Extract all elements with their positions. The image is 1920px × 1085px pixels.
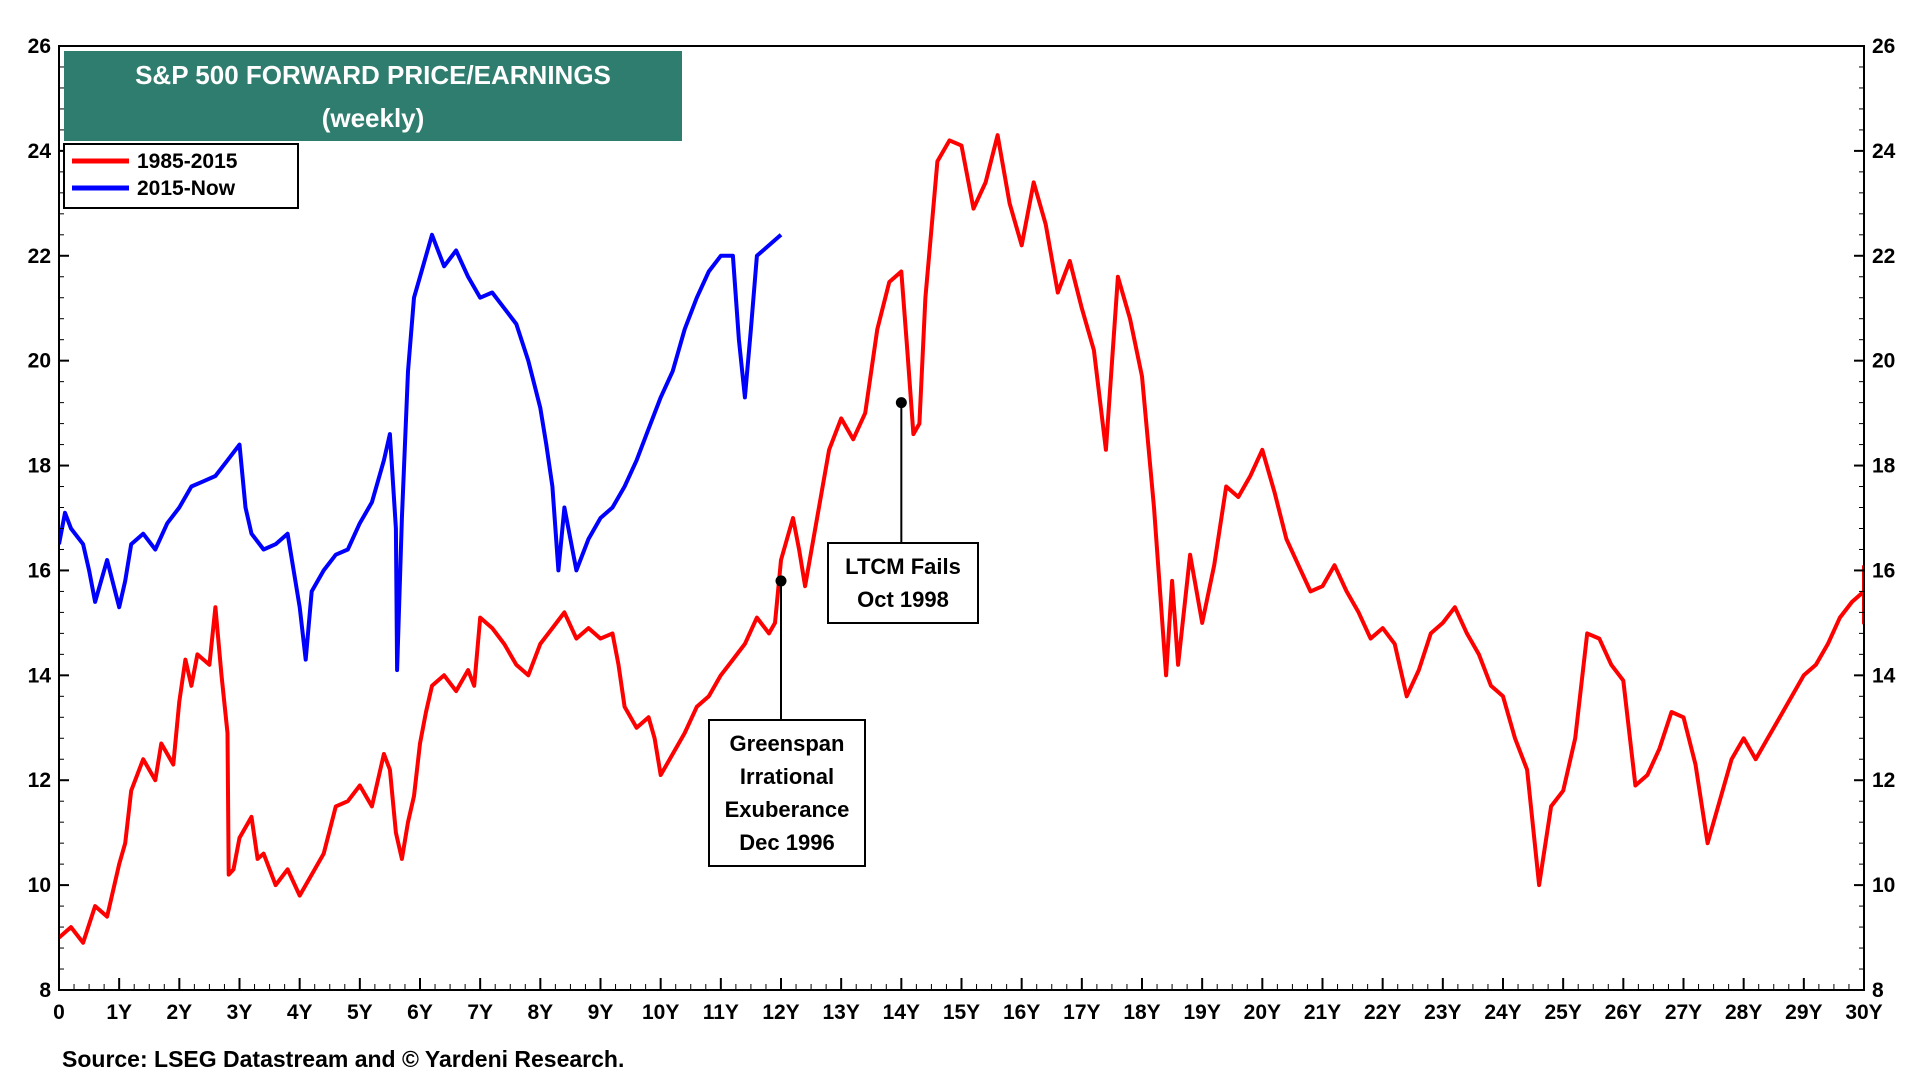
x-tick-label: 1Y — [106, 1001, 132, 1024]
annotation-text: Dec 1996 — [739, 830, 834, 855]
x-tick-label: 29Y — [1785, 1001, 1822, 1024]
annotation-dot — [895, 397, 907, 409]
x-tick-label: 8Y — [527, 1001, 553, 1024]
annotation-text: Exuberance — [725, 797, 850, 822]
y-tick-label-right: 12 — [1872, 769, 1895, 792]
chart-title: S&P 500 FORWARD PRICE/EARNINGS — [135, 60, 611, 90]
y-tick-label-left: 8 — [39, 979, 51, 1002]
x-tick-label: 27Y — [1665, 1001, 1702, 1024]
y-tick-label-left: 24 — [28, 140, 52, 163]
annotation-box — [708, 719, 866, 867]
x-tick-label: 13Y — [822, 1001, 859, 1024]
annotation-text: Oct 1998 — [857, 587, 949, 612]
y-tick-label-left: 12 — [28, 769, 51, 792]
x-tick-label: 15Y — [943, 1001, 980, 1024]
x-tick-label: 21Y — [1304, 1001, 1341, 1024]
y-tick-label-left: 22 — [28, 245, 51, 268]
x-tick-label: 10Y — [642, 1001, 679, 1024]
x-tick-label: 23Y — [1424, 1001, 1461, 1024]
x-tick-label: 12Y — [762, 1001, 799, 1024]
title-box — [64, 51, 682, 141]
plot-frame — [58, 45, 1865, 991]
x-tick-label: 9Y — [588, 1001, 614, 1024]
x-tick-label: 30Y — [1845, 1001, 1882, 1024]
x-tick-label: 20Y — [1244, 1001, 1281, 1024]
y-tick-label-left: 14 — [28, 664, 52, 687]
x-tick-label: 16Y — [1003, 1001, 1040, 1024]
annotation-dot — [775, 575, 787, 587]
y-tick-label-right: 10 — [1872, 874, 1895, 897]
chart-subtitle: (weekly) — [322, 103, 425, 133]
y-tick-label-right: 24 — [1872, 140, 1896, 163]
y-tick-label-left: 16 — [28, 559, 51, 582]
y-tick-label-right: 14 — [1872, 664, 1896, 687]
x-tick-label: 22Y — [1364, 1001, 1401, 1024]
x-tick-label: 24Y — [1484, 1001, 1521, 1024]
x-tick-label: 11Y — [703, 1001, 739, 1024]
x-tick-label: 6Y — [407, 1001, 433, 1024]
y-tick-label-right: 26 — [1872, 35, 1895, 58]
y-tick-label-right: 20 — [1872, 350, 1895, 373]
y-tick-label-left: 18 — [28, 455, 52, 478]
annotation-box — [827, 542, 979, 624]
y-tick-label-left: 10 — [28, 874, 51, 897]
x-tick-label: 7Y — [467, 1001, 493, 1024]
x-tick-label: 3Y — [227, 1001, 253, 1024]
y-tick-label-right: 8 — [1872, 979, 1884, 1002]
x-tick-label: 28Y — [1725, 1001, 1762, 1024]
y-tick-label-right: 18 — [1872, 455, 1896, 478]
x-tick-label: 4Y — [287, 1001, 313, 1024]
y-tick-label-right: 22 — [1872, 245, 1895, 268]
x-tick-label: 14Y — [883, 1001, 920, 1024]
x-tick-label: 25Y — [1544, 1001, 1581, 1024]
y-tick-label-right: 16 — [1872, 559, 1895, 582]
y-tick-label-left: 26 — [28, 35, 51, 58]
legend: 1985-2015 2015-Now — [63, 143, 299, 209]
annotation-text: Irrational — [740, 764, 834, 789]
x-tick-label: 0 — [53, 1001, 65, 1024]
series-line-1985-2015 — [59, 133, 1864, 945]
x-tick-label: 26Y — [1605, 1001, 1642, 1024]
y-tick-label-left: 20 — [28, 350, 51, 373]
annotation-text: LTCM Fails — [845, 554, 961, 579]
x-tick-label: 2Y — [166, 1001, 192, 1024]
x-tick-label: 18Y — [1123, 1001, 1160, 1024]
legend-label-1985-2015: 1985-2015 — [137, 150, 238, 173]
legend-label-2015-now: 2015-Now — [137, 177, 236, 200]
x-tick-label: 5Y — [347, 1001, 373, 1024]
legend-box — [63, 143, 299, 209]
series-line-2015-now — [59, 232, 783, 673]
annotation-text: Greenspan — [730, 731, 845, 756]
source-note: Source: LSEG Datastream and © Yardeni Re… — [62, 1046, 625, 1072]
x-tick-label: 17Y — [1063, 1001, 1100, 1024]
x-tick-label: 19Y — [1183, 1001, 1220, 1024]
